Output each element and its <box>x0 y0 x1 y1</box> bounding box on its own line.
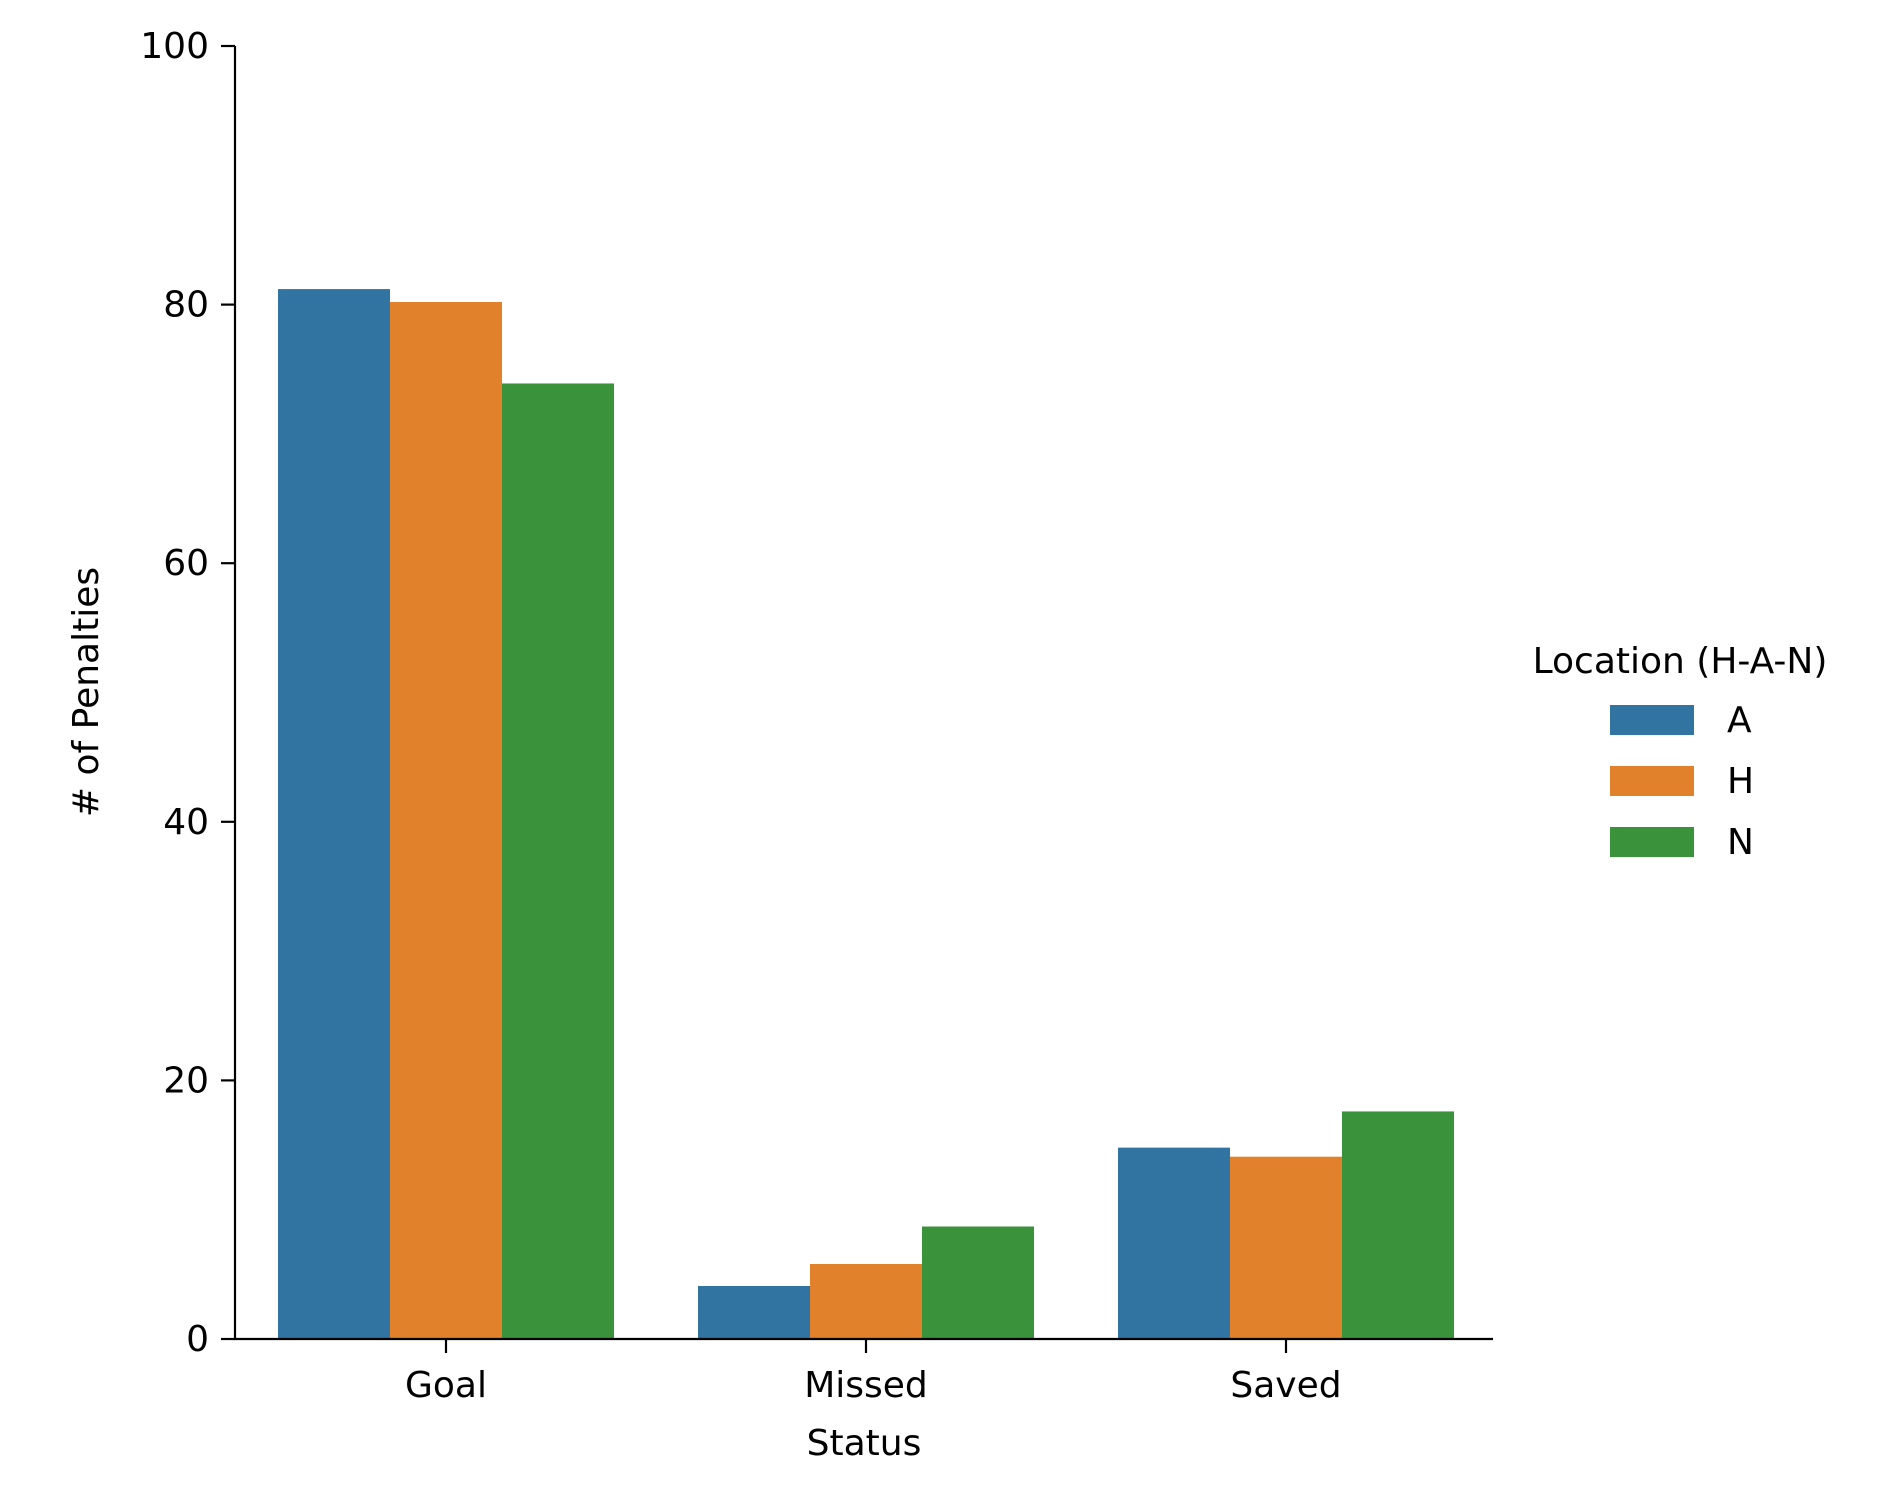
y-tick-label: 40 <box>163 802 209 843</box>
bar-goal-h <box>390 302 502 1339</box>
bar-saved-h <box>1230 1156 1342 1339</box>
legend-swatch-n <box>1610 827 1694 857</box>
bar-saved-a <box>1118 1147 1230 1339</box>
x-axis-label: Status <box>807 1423 922 1464</box>
y-tick-label: 100 <box>140 26 209 67</box>
bar-missed-h <box>810 1264 922 1339</box>
bar-goal-n <box>502 383 614 1339</box>
legend-swatch-a <box>1610 705 1694 735</box>
bar-missed-n <box>922 1226 1034 1339</box>
bar-saved-n <box>1342 1111 1454 1339</box>
x-tick-label-goal: Goal <box>405 1365 487 1406</box>
bars <box>278 289 1454 1340</box>
legend-label-h: H <box>1727 761 1754 802</box>
y-tick-label: 0 <box>186 1319 209 1360</box>
y-tick-label: 20 <box>163 1060 209 1101</box>
axes <box>233 46 1493 1341</box>
legend-label-n: N <box>1727 822 1754 863</box>
y-ticks: 0 20 40 60 80 100 <box>140 26 235 1360</box>
legend-swatch-h <box>1610 766 1694 796</box>
y-tick-label: 60 <box>163 543 209 584</box>
legend-label-a: A <box>1727 700 1752 741</box>
bar-goal-a <box>278 289 390 1340</box>
y-tick-label: 80 <box>163 285 209 326</box>
bar-missed-a <box>698 1285 810 1339</box>
y-axis-label: # of Penalties <box>66 567 107 817</box>
x-tick-label-missed: Missed <box>804 1365 928 1406</box>
x-ticks: Goal Missed Saved <box>405 1339 1342 1406</box>
legend: Location (H-A-N) AHN <box>1533 641 1828 863</box>
legend-title: Location (H-A-N) <box>1533 641 1828 682</box>
x-tick-label-saved: Saved <box>1230 1365 1341 1406</box>
